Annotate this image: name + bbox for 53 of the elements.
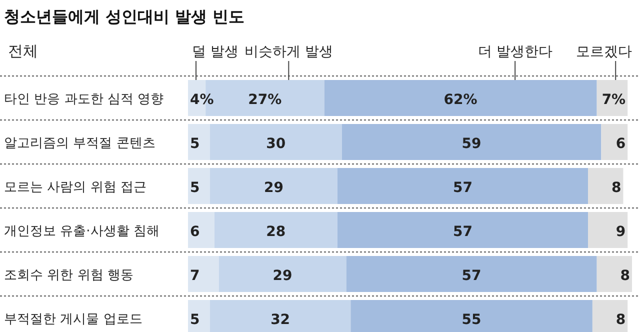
bar [214, 212, 338, 248]
data-label: 57 [453, 224, 472, 240]
bar [210, 124, 342, 160]
bar [324, 80, 597, 116]
series-label: 모르겠다 [576, 44, 632, 60]
series-label: 더 발생한다 [478, 44, 552, 60]
bar [188, 168, 210, 204]
y-tick-label: 조회수 위한 위험 행동 [4, 268, 134, 283]
data-label: 8 [620, 268, 630, 284]
legend-title: 전체 [8, 42, 38, 60]
bar [337, 168, 588, 204]
data-label: 4% [190, 92, 214, 108]
data-label: 62% [444, 92, 478, 108]
data-label: 7 [190, 268, 200, 284]
series-label: 비슷하게 발생 [244, 44, 333, 60]
series-label: 덜 발생 [192, 44, 238, 60]
bar [337, 212, 588, 248]
data-label: 57 [462, 268, 482, 284]
bar [188, 212, 214, 248]
data-label: 6 [616, 136, 626, 152]
bar [188, 256, 219, 292]
data-label: 30 [266, 136, 286, 152]
bar [601, 124, 628, 160]
bar [588, 168, 624, 204]
data-label: 28 [266, 224, 286, 240]
data-label: 8 [616, 312, 626, 328]
data-label: 59 [462, 136, 482, 152]
y-tick-label: 모르는 사람의 위험 접근 [4, 180, 146, 195]
bar [596, 256, 632, 292]
y-tick-label: 타인 반응 과도한 심적 영향 [4, 92, 164, 107]
data-label: 32 [270, 312, 290, 328]
bar [346, 256, 597, 292]
y-tick-label: 개인정보 유출·사생활 침해 [4, 224, 160, 239]
data-label: 8 [611, 180, 622, 196]
data-label: 57 [453, 180, 472, 196]
y-tick-label: 부적절한 게시물 업로드 [4, 312, 142, 327]
data-label: 7% [602, 92, 626, 108]
bar [210, 168, 338, 204]
bar [188, 124, 210, 160]
data-label: 5 [190, 136, 200, 152]
bar [342, 124, 602, 160]
bar [588, 212, 628, 248]
data-label: 29 [272, 268, 292, 284]
data-label: 9 [616, 224, 626, 240]
y-tick-label: 알고리즘의 부적절 콘텐츠 [4, 136, 156, 151]
data-label: 5 [190, 180, 200, 196]
data-label: 55 [462, 312, 482, 328]
bar [218, 256, 346, 292]
data-label: 6 [190, 224, 200, 240]
chart-title: 청소년들에게 성인대비 발생 빈도 [4, 7, 245, 26]
data-label: 5 [190, 312, 200, 328]
data-label: 29 [264, 180, 284, 196]
data-label: 27% [248, 92, 282, 108]
